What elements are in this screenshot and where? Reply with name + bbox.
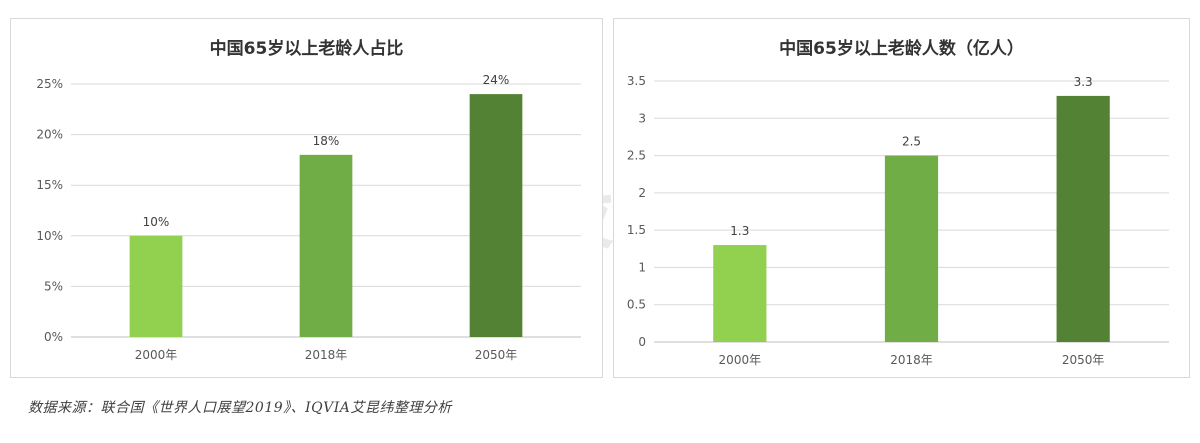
y-tick-label: 2 [638,186,646,200]
bar-2000年 [713,245,767,342]
bar-2050年 [469,94,523,338]
chart-title: 中国65岁以上老龄人数（亿人） [779,39,1024,59]
bar-2050年 [1056,95,1110,343]
y-tick-label: 10% [36,229,63,243]
data-label: 24% [483,73,510,87]
bar-chart-count: 0 0.5 1 1.5 2 2.5 3 3.5 1.3 2000年 2.5 2018年 3.3 2050年 [627,74,1169,367]
y-tick-label: 0.5 [627,298,646,312]
bar-2018年 [884,155,939,342]
y-tick-label: 20% [36,128,63,142]
source-note: 数据来源：联合国《世界人口展望2019》、IQVIA艾昆纬整理分析 [28,400,452,416]
x-tick-label: 2000年 [135,348,178,362]
y-tick-label: 1.5 [627,223,646,237]
data-label: 3.3 [1074,75,1093,89]
x-tick-label: 2018年 [305,348,348,362]
data-label: 2.5 [902,135,921,149]
chart-title: 中国65岁以上老龄人占比 [209,39,404,59]
y-tick-label: 25% [36,77,63,91]
bar-chart-share: 0% 5% 10% 15% 20% 25% 10% 2000年 18% 2018年 24% 2050年 [36,73,581,362]
chart-panel-share: 中国65岁以上老龄人占比 0% 5% 10% 15% 20% 25% 10% 2000年 18%… [10,18,603,378]
y-tick-label: 2.5 [627,149,646,163]
y-tick-label: 0% [44,330,63,344]
x-tick-label: 2050年 [1062,353,1105,367]
bar-2018年 [299,154,353,337]
y-tick-label: 5% [44,279,63,293]
y-tick-label: 3 [638,111,646,125]
data-label: 18% [313,134,340,148]
y-tick-label: 15% [36,178,63,192]
y-tick-label: 0 [638,335,646,349]
y-tick-label: 1 [638,260,646,274]
data-label: 10% [143,215,170,229]
y-tick-label: 3.5 [627,74,646,88]
x-tick-label: 2018年 [890,353,933,367]
data-label: 1.3 [730,224,749,238]
x-tick-label: 2050年 [475,348,518,362]
bar-2000年 [129,235,183,337]
x-tick-label: 2000年 [719,353,762,367]
chart-panel-count: 中国65岁以上老龄人数（亿人） 0 0.5 1 1.5 2 2.5 3 3.5 1.3 2000年… [613,18,1190,378]
